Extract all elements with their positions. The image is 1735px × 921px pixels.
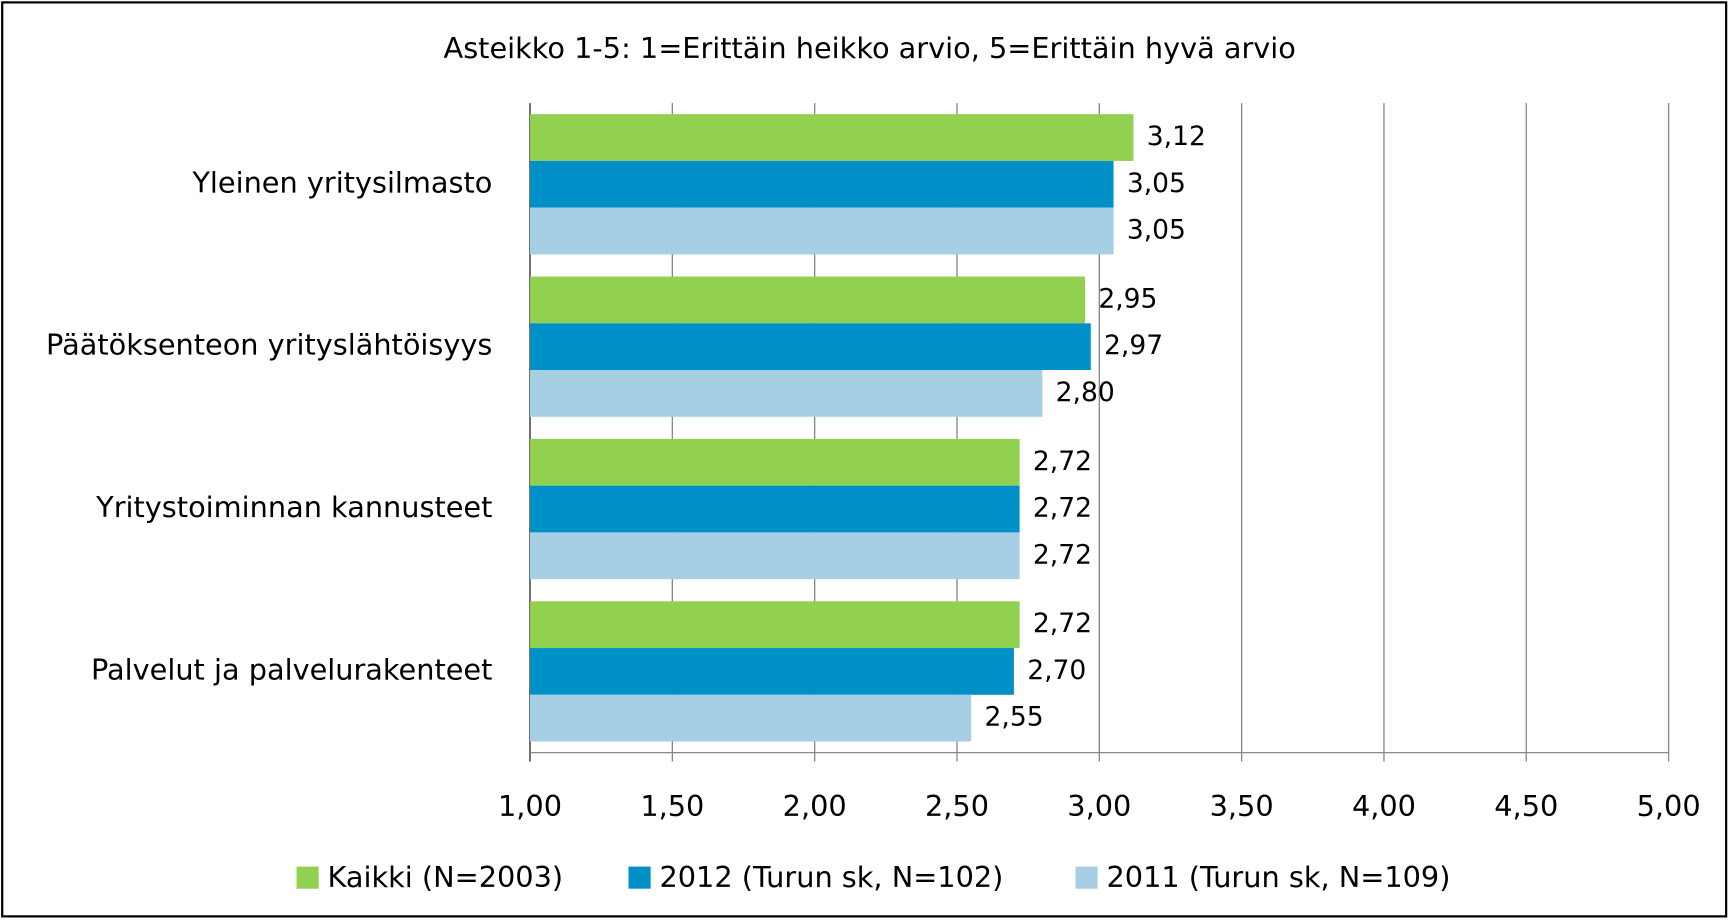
legend-label: Kaikki (N=2003) (328, 860, 564, 894)
x-tick-label: 1,50 (640, 789, 704, 823)
bar (530, 114, 1134, 161)
bar (530, 323, 1091, 371)
bar (530, 207, 1114, 255)
data-label: 3,12 (1147, 121, 1206, 152)
data-label: 2,80 (1056, 377, 1115, 408)
data-label: 2,70 (1027, 655, 1086, 686)
data-label: 3,05 (1127, 215, 1186, 246)
legend-label: 2011 (Turun sk, N=109) (1107, 860, 1451, 894)
x-tick-label: 5,00 (1637, 789, 1701, 823)
x-tick-label: 1,00 (498, 789, 562, 823)
legend-swatch (1075, 866, 1098, 889)
legend-swatch (628, 866, 651, 889)
bar (530, 485, 1020, 533)
legend-label: 2012 (Turun sk, N=102) (659, 860, 1003, 894)
data-label: 2,72 (1033, 608, 1092, 639)
bar (530, 601, 1020, 649)
x-tick-label: 4,50 (1494, 789, 1558, 823)
x-tick-label: 2,50 (925, 789, 989, 823)
y-tick-label: Yleinen yritysilmasto (191, 165, 492, 199)
bar (530, 532, 1020, 580)
legend-swatch (296, 866, 319, 889)
y-tick-label: Palvelut ja palvelurakenteet (91, 652, 492, 686)
bar (530, 370, 1043, 417)
data-label: 2,95 (1098, 283, 1157, 314)
chart-title: Asteikko 1-5: 1=Erittäin heikko arvio, 5… (444, 31, 1296, 65)
y-tick-label: Yritystoiminnan kannusteet (95, 490, 492, 524)
data-label: 2,72 (1033, 446, 1092, 477)
bar (530, 648, 1014, 695)
data-label: 3,05 (1127, 168, 1186, 199)
bar (530, 276, 1086, 324)
x-tick-label: 2,00 (783, 789, 847, 823)
data-label: 2,72 (1033, 493, 1092, 524)
data-label: 2,55 (984, 702, 1043, 733)
x-tick-label: 3,50 (1210, 789, 1274, 823)
bar (530, 160, 1114, 208)
data-label: 2,97 (1104, 330, 1163, 361)
bar (530, 438, 1020, 486)
data-label: 2,72 (1033, 539, 1092, 570)
y-tick-label: Päätöksenteon yrityslähtöisyys (46, 328, 492, 362)
x-tick-label: 4,00 (1352, 789, 1416, 823)
x-tick-label: 3,00 (1067, 789, 1131, 823)
bar (530, 694, 972, 742)
